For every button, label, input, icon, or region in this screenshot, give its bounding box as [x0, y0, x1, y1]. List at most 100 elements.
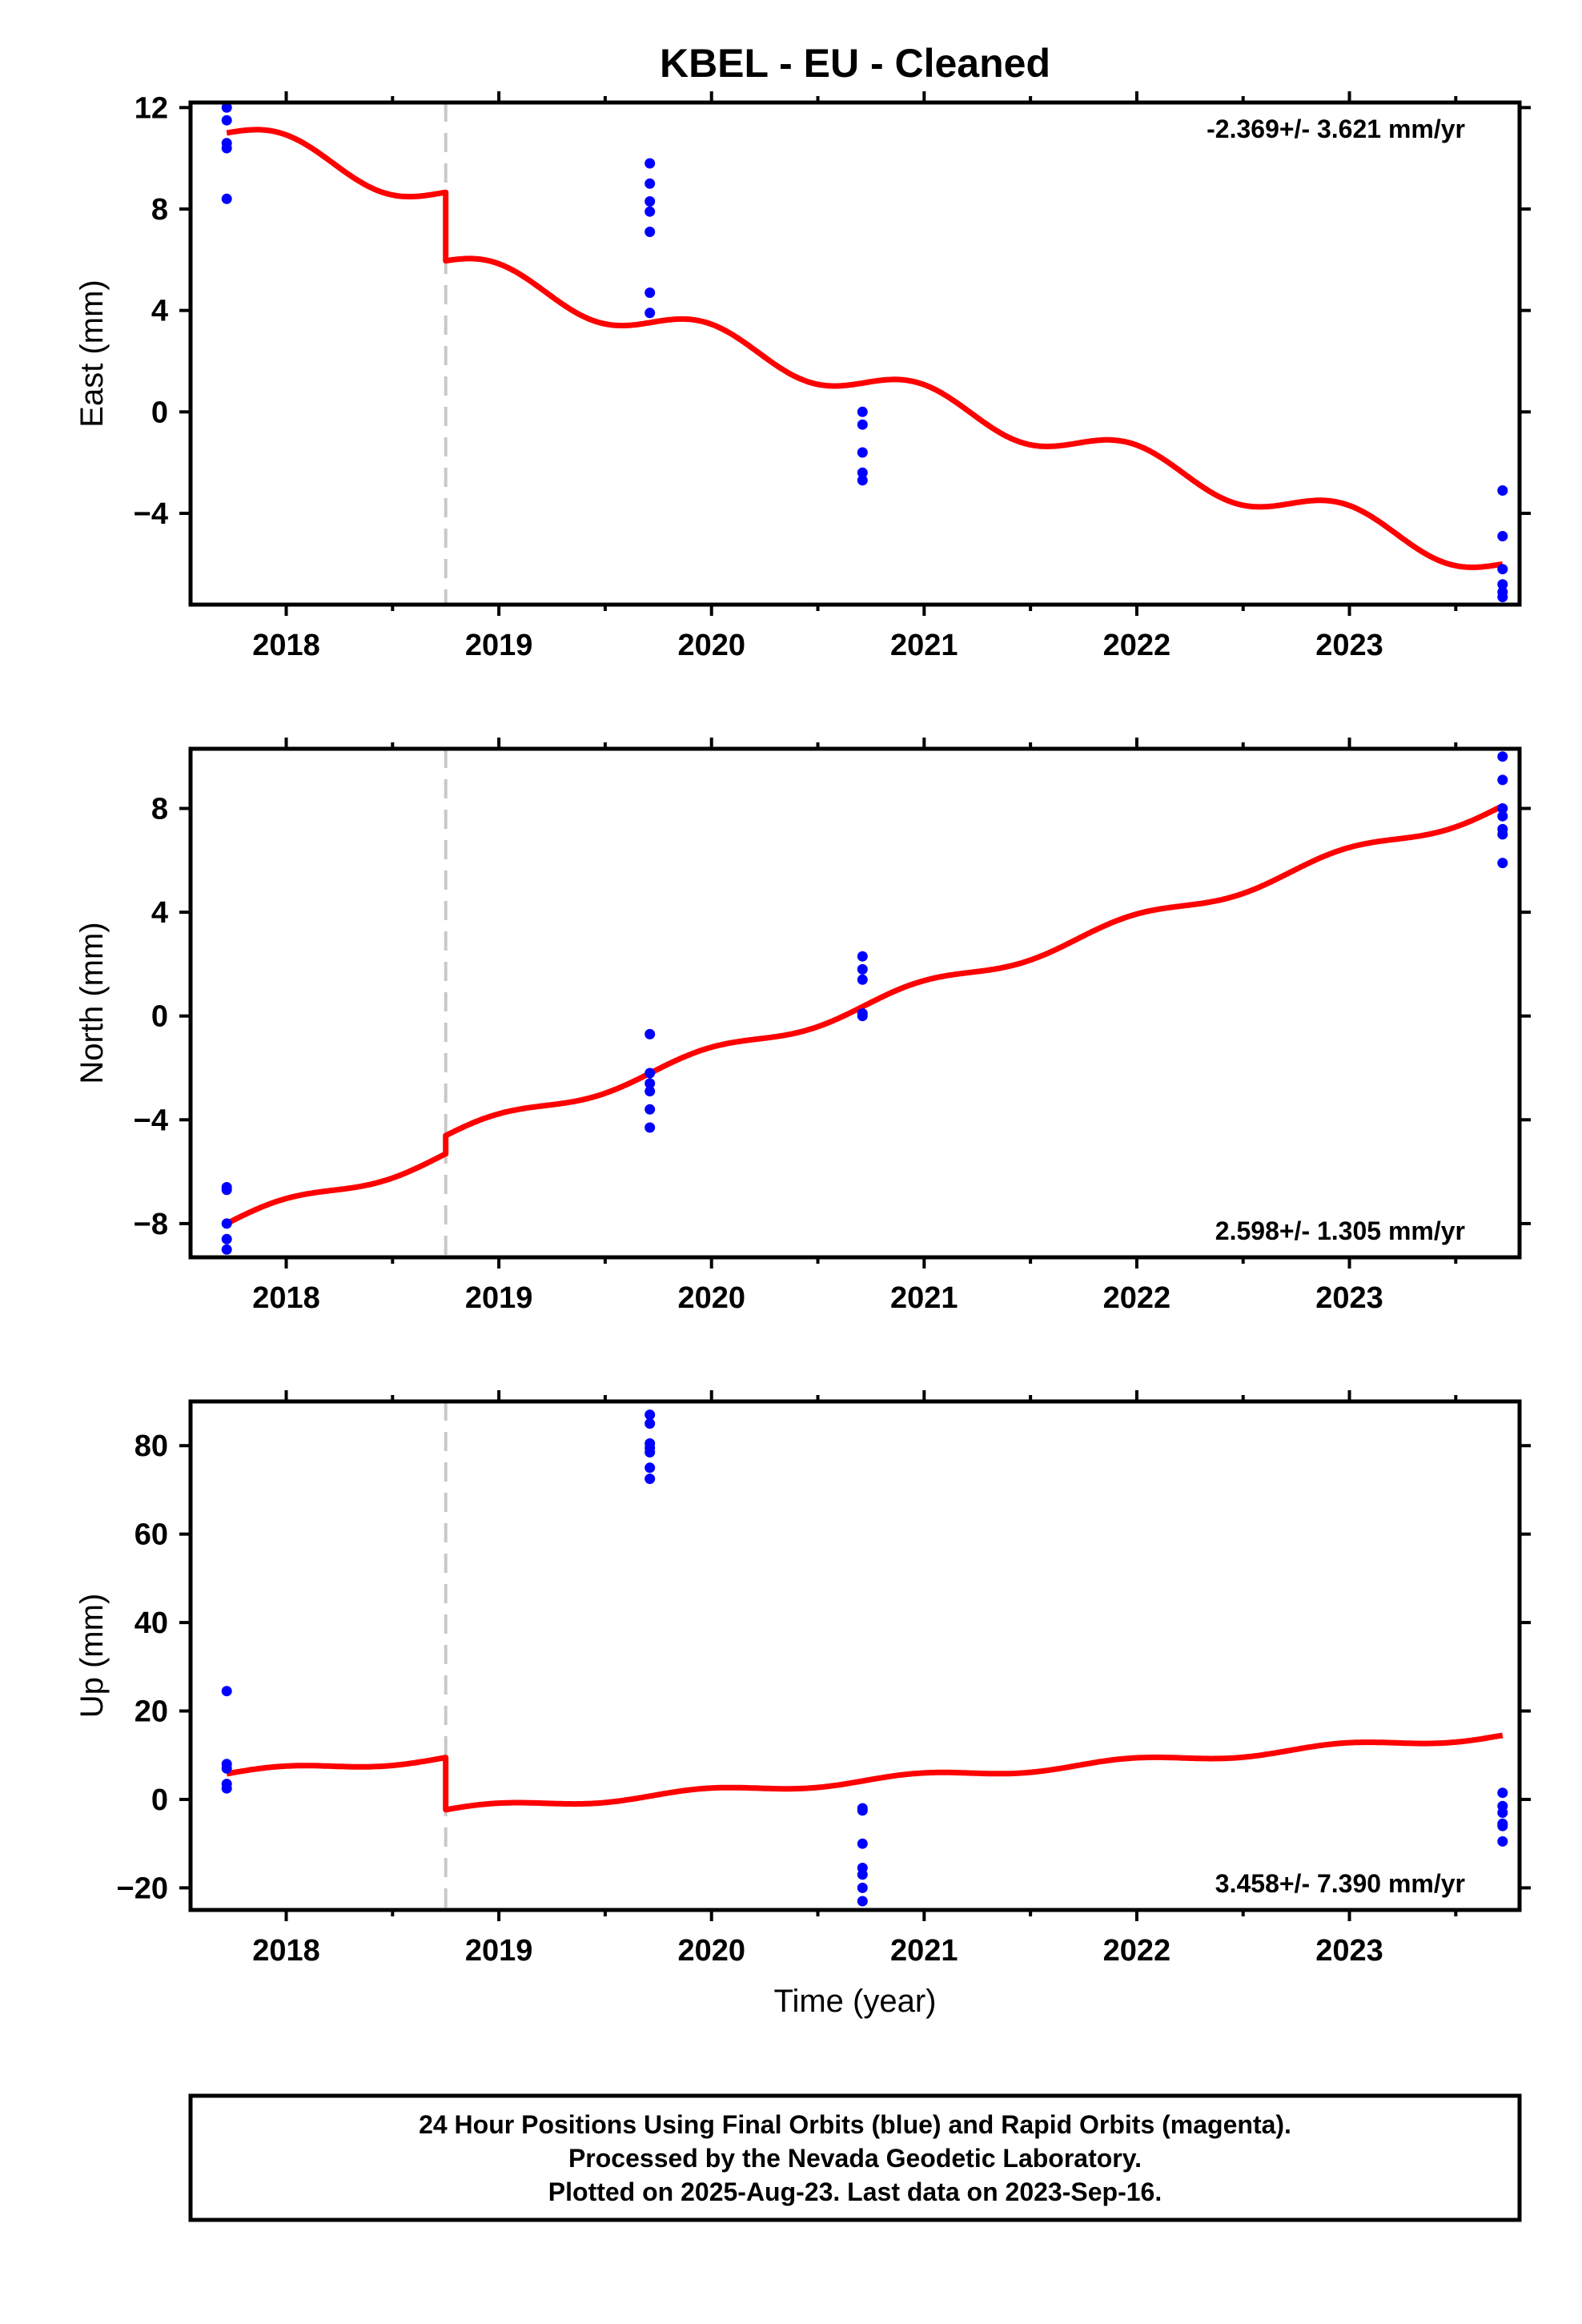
north-data-point — [1497, 774, 1508, 786]
up-xtick-label: 2023 — [1315, 1934, 1383, 1968]
east-data-point — [1497, 564, 1508, 575]
north-ytick-label: −4 — [134, 1104, 168, 1137]
east-data-point — [221, 193, 232, 204]
east-data-point — [221, 115, 232, 126]
footer-frame — [188, 2093, 1522, 2222]
north-xtick-label: 2021 — [890, 1281, 958, 1315]
east-ytick-label: −4 — [134, 497, 168, 531]
north-data-point — [644, 1104, 656, 1115]
north-data-point — [1497, 803, 1508, 814]
north-xtick-label: 2023 — [1315, 1281, 1383, 1315]
up-data-point — [1497, 1807, 1508, 1818]
east-data-point — [644, 196, 656, 207]
north-ytick-label: 8 — [151, 793, 168, 826]
up-xtick-label: 2018 — [252, 1934, 320, 1968]
north-data-point — [1497, 751, 1508, 762]
north-data-point — [221, 1184, 232, 1196]
up-xtick-label: 2021 — [890, 1934, 958, 1968]
north-rate-label: 2.598+/- 1.305 mm/yr — [1215, 1216, 1465, 1245]
up-ytick-label: 20 — [135, 1695, 168, 1729]
up-data-point — [644, 1462, 656, 1474]
east-data-point — [644, 158, 656, 169]
east-data-point — [1497, 579, 1508, 590]
north-ytick-label: −8 — [134, 1208, 168, 1241]
east-xtick-label: 2019 — [465, 629, 533, 662]
east-data-point — [644, 287, 656, 298]
north-data-point — [857, 974, 868, 985]
east-data-point — [221, 143, 232, 154]
up-data-point — [221, 1686, 232, 1697]
east-data-point — [857, 419, 868, 430]
north-data-point — [221, 1244, 232, 1255]
east-ytick-label: 4 — [151, 295, 168, 328]
east-rate-label: -2.369+/- 3.621 mm/yr — [1207, 115, 1465, 143]
footer-line-1: 24 Hour Positions Using Final Orbits (bl… — [419, 2110, 1291, 2139]
east-panel: 12 8 4 0 −4 2018 2019 2020 2021 2022 2023 East (mm)… — [74, 91, 1531, 662]
east-data-point — [644, 178, 656, 189]
north-data-point — [857, 1011, 868, 1022]
x-axis-label: Time (year) — [774, 1984, 937, 2019]
north-ytick-label: 4 — [151, 896, 168, 930]
east-ytick-label: 12 — [135, 91, 168, 125]
north-data-point — [857, 963, 868, 975]
north-xtick-label: 2022 — [1103, 1281, 1171, 1315]
up-ytick-label: −20 — [117, 1872, 168, 1905]
up-data-point — [857, 1896, 868, 1907]
east-data-point — [1497, 531, 1508, 541]
north-xtick-label: 2019 — [465, 1281, 533, 1315]
north-data-point — [644, 1028, 656, 1039]
up-data-point — [644, 1418, 656, 1429]
north-ytick-label: 0 — [151, 1000, 168, 1034]
up-data-point — [644, 1447, 656, 1458]
east-xtick-label: 2023 — [1315, 629, 1383, 662]
up-data-point — [857, 1882, 868, 1893]
east-data-point — [1497, 592, 1508, 602]
east-xtick-label: 2021 — [890, 629, 958, 662]
east-frame — [188, 100, 1522, 607]
east-data-point — [644, 227, 656, 237]
up-xtick-label: 2022 — [1103, 1934, 1171, 1968]
north-data-point — [857, 951, 868, 962]
up-rate-label: 3.458+/- 7.390 mm/yr — [1215, 1869, 1465, 1898]
up-axis-label: Up (mm) — [74, 1594, 110, 1719]
up-data-point — [221, 1783, 232, 1794]
north-data-point — [1497, 810, 1508, 822]
north-frame — [188, 746, 1522, 1260]
up-data-point — [1497, 1820, 1508, 1831]
north-xtick-label: 2020 — [677, 1281, 745, 1315]
north-data-point — [1497, 858, 1508, 869]
up-xtick-label: 2020 — [677, 1934, 745, 1968]
east-data-point — [221, 102, 232, 113]
up-data-point — [857, 1838, 868, 1849]
east-data-point — [644, 206, 656, 217]
up-data-point — [1497, 1787, 1508, 1799]
up-ytick-label: 60 — [135, 1518, 168, 1552]
up-ytick-label: 0 — [151, 1783, 168, 1817]
up-ytick-label: 40 — [135, 1606, 168, 1640]
east-data-point — [857, 475, 868, 486]
up-data-point — [221, 1763, 232, 1774]
north-data-point — [644, 1068, 656, 1079]
up-data-point — [857, 1805, 868, 1816]
east-ytick-label: 0 — [151, 396, 168, 429]
up-data-point — [1497, 1835, 1508, 1847]
up-data-point — [644, 1409, 656, 1421]
east-data-point — [1497, 485, 1508, 496]
footer-line-2: Processed by the Nevada Geodetic Laborat… — [568, 2144, 1142, 2173]
east-data-point — [857, 406, 868, 417]
footer-box: 24 Hour Positions Using Final Orbits (bl… — [188, 2093, 1522, 2222]
chart-title: KBEL - EU - Cleaned — [660, 41, 1050, 86]
east-data-point — [644, 308, 656, 319]
north-data-point — [644, 1078, 656, 1089]
east-xtick-label: 2020 — [677, 629, 745, 662]
east-xtick-label: 2022 — [1103, 629, 1171, 662]
up-panel: 80 60 40 20 0 −20 2018 2019 2020 2021 2022 2023 Up (… — [74, 1390, 1531, 1968]
north-data-point — [1497, 829, 1508, 840]
east-data-point — [857, 447, 868, 458]
up-data-point — [644, 1474, 656, 1485]
north-data-point — [221, 1218, 232, 1229]
east-model-curve — [226, 127, 1504, 570]
east-data-point — [857, 467, 868, 478]
